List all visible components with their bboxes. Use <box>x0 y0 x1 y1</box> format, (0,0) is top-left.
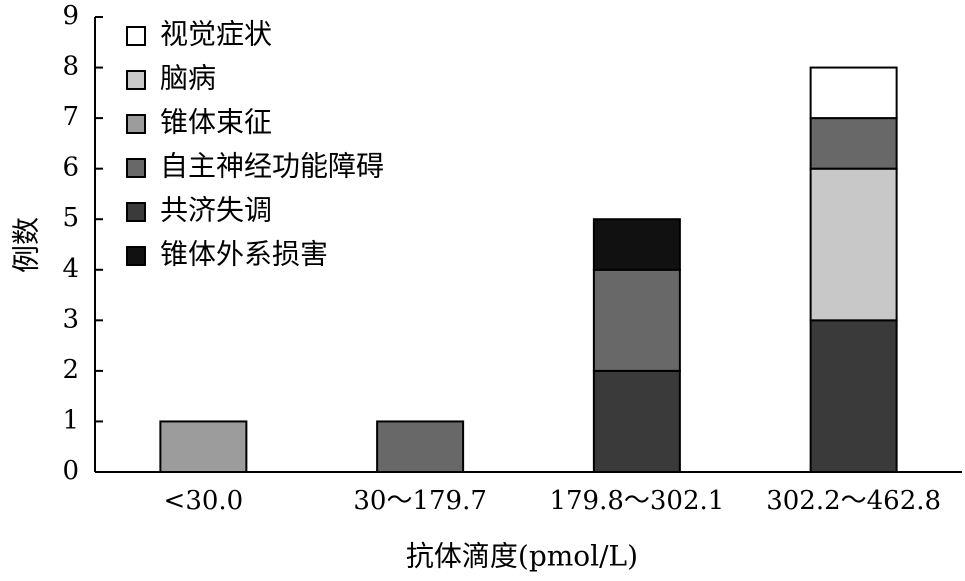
legend-label: 视觉症状 <box>160 18 272 51</box>
legend-label: 自主神经功能障碍 <box>160 150 384 183</box>
y-tick-label: 4 <box>62 254 79 284</box>
x-tick-label: 179.8～302.1 <box>549 486 724 516</box>
y-tick-label: 8 <box>62 52 79 82</box>
legend-swatch <box>126 114 146 134</box>
x-tick-label: 302.2～462.8 <box>766 486 941 516</box>
bar-segment <box>592 218 681 271</box>
y-tick-label: 7 <box>62 102 79 132</box>
bar-segment <box>809 66 898 120</box>
bar-segment <box>592 268 681 372</box>
bar-segment <box>376 420 465 474</box>
x-axis-label: 抗体滴度(pmol/L) <box>406 540 638 573</box>
y-tick-label: 2 <box>62 355 79 385</box>
legend-swatch <box>126 246 146 266</box>
y-tick-label: 3 <box>62 304 79 334</box>
legend-swatch <box>126 158 146 178</box>
legend-swatch <box>126 26 146 46</box>
y-tick-label: 0 <box>62 456 79 486</box>
y-axis-label: 例数 <box>10 217 43 273</box>
y-tick-label: 1 <box>62 405 79 435</box>
bar-segment <box>159 420 248 474</box>
bar-segment <box>592 369 681 473</box>
y-tick-label: 5 <box>62 203 79 233</box>
legend-swatch <box>126 70 146 90</box>
x-tick-label: 30～179.7 <box>353 486 487 516</box>
legend-swatch <box>126 202 146 222</box>
bar-segment <box>809 117 898 170</box>
y-tick-label: 6 <box>62 153 79 183</box>
y-tick-label: 9 <box>62 1 79 31</box>
legend-label: 脑病 <box>160 62 216 95</box>
legend-label: 共济失调 <box>160 194 272 227</box>
legend-label: 锥体束征 <box>160 106 272 139</box>
bar-segment <box>809 167 898 322</box>
legend-label: 锥体外系损害 <box>160 238 328 271</box>
bar-segment <box>809 319 898 474</box>
x-tick-label: <30.0 <box>164 486 244 516</box>
